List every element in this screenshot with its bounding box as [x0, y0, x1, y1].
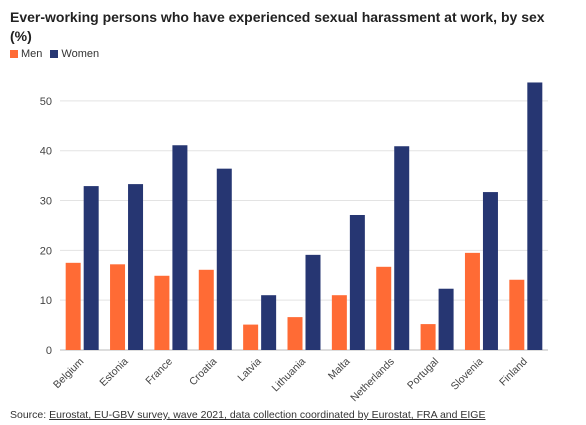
bar-women-malta [349, 214, 365, 350]
legend-item-men: Men [10, 48, 42, 60]
y-tick-label-30: 30 [40, 196, 52, 208]
legend-item-women: Women [50, 48, 99, 60]
bar-men-slovenia [464, 252, 480, 350]
bar-women-latvia [261, 295, 277, 350]
bar-women-belgium [83, 186, 99, 350]
legend-swatch-women [50, 50, 59, 58]
source-prefix: Source: [10, 409, 50, 421]
x-tick-label-estonia: Estonia [97, 356, 130, 389]
bar-men-portugal [420, 324, 436, 350]
y-tick-label-20: 20 [40, 245, 52, 257]
source-link[interactable]: Eurostat, EU-GBV survey, wave 2021, data… [49, 409, 486, 421]
y-tick-label-0: 0 [46, 345, 52, 357]
bar-men-estonia [110, 264, 126, 350]
x-tick-label-croatia: Croatia [187, 356, 220, 389]
chart-title: Ever-working persons who have experience… [10, 9, 545, 44]
bar-women-netherlands [394, 146, 410, 350]
x-tick-label-lithuania: Lithuania [269, 356, 308, 395]
x-tick-label-malta: Malta [326, 356, 353, 383]
x-tick-label-france: France [143, 356, 175, 388]
bar-women-finland [527, 82, 543, 350]
bar-men-france [154, 275, 170, 350]
bar-women-france [172, 145, 188, 350]
bar-men-finland [509, 279, 525, 350]
bar-men-latvia [243, 324, 259, 350]
x-tick-label-netherlands: Netherlands [348, 356, 397, 405]
source-note: Source: Eurostat, EU-GBV survey, wave 20… [10, 409, 485, 421]
bar-women-lithuania [305, 254, 321, 350]
legend-label-men: Men [21, 48, 43, 60]
bar-women-estonia [128, 184, 144, 350]
x-tick-label-belgium: Belgium [51, 355, 86, 390]
bar-men-malta [331, 295, 347, 350]
bar-women-croatia [216, 168, 232, 350]
bar-women-portugal [438, 288, 454, 350]
legend-label-women: Women [61, 48, 100, 60]
y-tick-label-40: 40 [40, 146, 52, 158]
bar-men-belgium [65, 262, 81, 350]
x-tick-label-finland: Finland [497, 356, 530, 389]
bar-men-croatia [198, 269, 214, 350]
x-tick-label-portugal: Portugal [405, 356, 441, 392]
y-tick-label-50: 50 [40, 96, 52, 108]
bar-men-netherlands [376, 266, 392, 350]
legend-swatch-men [10, 50, 18, 58]
y-tick-label-10: 10 [40, 295, 52, 307]
legend: Men Women [10, 48, 107, 60]
x-tick-label-latvia: Latvia [235, 356, 263, 384]
bar-men-lithuania [287, 317, 303, 350]
x-tick-label-slovenia: Slovenia [449, 356, 486, 393]
bar-women-slovenia [482, 192, 498, 350]
